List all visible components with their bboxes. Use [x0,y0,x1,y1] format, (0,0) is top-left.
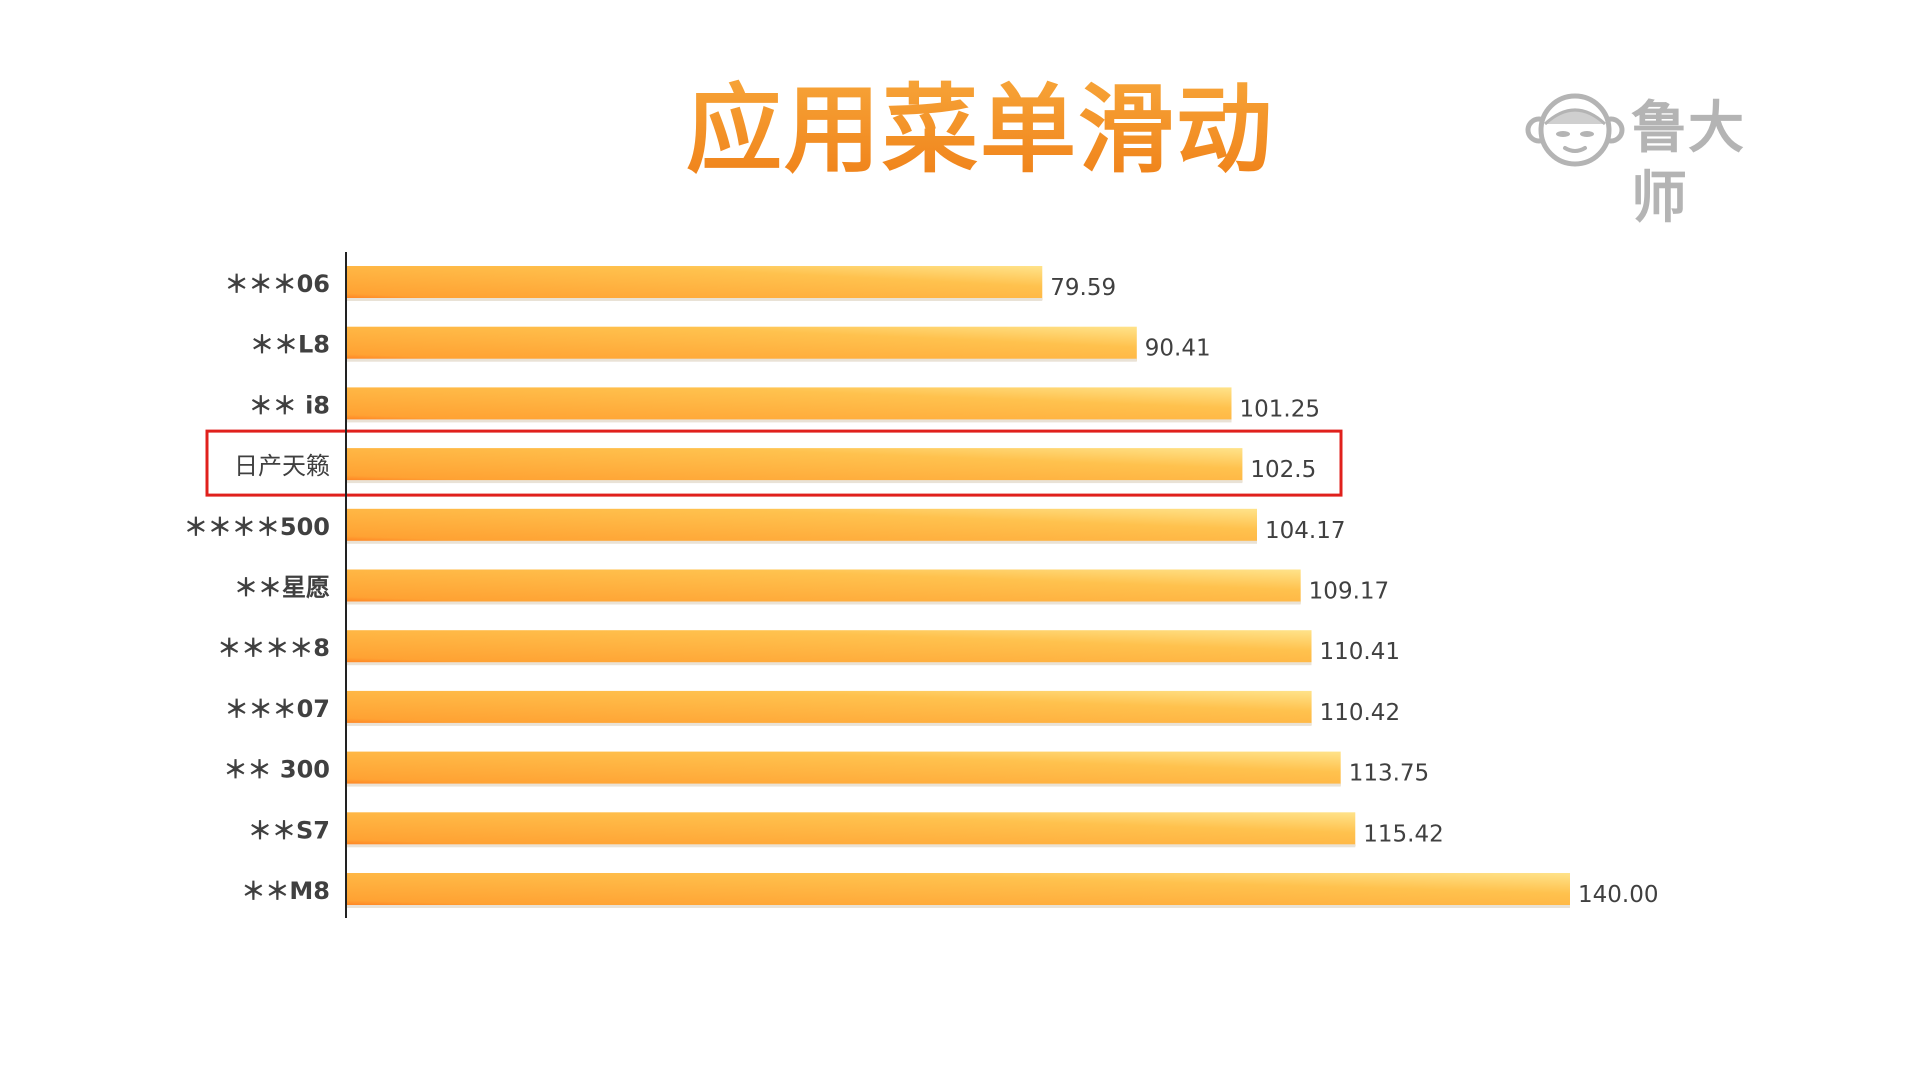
bar-shadow [347,783,1341,787]
category-label: ＊＊星愿 [234,574,330,602]
bar [347,630,1312,665]
bar [347,873,1570,907]
category-label: ＊＊L8 [250,331,330,359]
bar [347,569,1301,604]
bar [347,266,1043,300]
bar [347,387,1232,422]
bar-shadow [347,298,1043,301]
data-label: 110.42 [1320,700,1400,726]
bar [347,326,1137,361]
bar-shadow [347,905,1570,908]
category-label: ＊＊ 300 [224,756,330,784]
monkey-face-icon [1525,93,1625,167]
data-label: 115.42 [1363,821,1443,847]
bar-shadow [347,844,1356,848]
bar-shadow [347,722,1312,726]
bar [347,812,1356,847]
data-label: 113.75 [1349,761,1429,787]
bar-shadow [347,480,1243,484]
category-label: ＊＊S7 [248,816,330,844]
category-label: 日产天籁 [234,452,330,480]
bar-shadow [347,419,1232,423]
bar [347,448,1243,483]
category-label: ＊＊＊07 [225,695,330,723]
bar [347,751,1341,786]
bar-shadow [347,601,1301,605]
brand-logo: 鲁大师 [1525,90,1795,231]
data-label: 109.17 [1309,579,1389,605]
data-label: 110.41 [1320,639,1400,665]
chart-title: 应用菜单滑动 [0,70,1920,190]
category-label: ＊＊＊＊500 [184,513,330,541]
bar [347,690,1312,725]
category-label: ＊＊＊＊8 [217,634,330,662]
data-label: 102.5 [1250,457,1316,483]
data-label: 79.59 [1050,275,1116,301]
bar-shadow [347,662,1312,666]
brand-logo-text: 鲁大师 [1631,96,1745,231]
bar [347,508,1257,543]
data-label: 90.41 [1145,336,1211,362]
category-label: ＊＊＊06 [225,270,330,298]
category-label: ＊＊M8 [241,877,330,905]
bar-shadow [347,540,1257,544]
data-label: 140.00 [1578,882,1658,908]
highlight-box [205,429,1343,497]
bar-shadow [347,358,1137,362]
data-label: 104.17 [1265,518,1345,544]
data-label: 101.25 [1239,396,1319,422]
category-label: ＊＊ i8 [249,391,330,419]
